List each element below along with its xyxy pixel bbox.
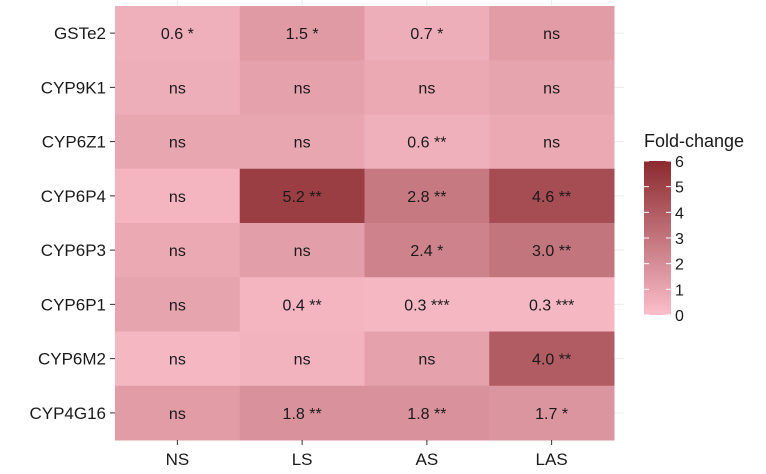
heatmap-cell xyxy=(364,277,490,332)
heatmap-cell xyxy=(115,114,241,170)
heatmap-cell xyxy=(239,331,365,387)
cell-label: ns xyxy=(169,189,186,206)
cell-label: ns xyxy=(543,80,560,97)
x-tick-label: LAS xyxy=(536,450,568,469)
heatmap-cell xyxy=(115,168,241,224)
heatmap-cell xyxy=(489,331,615,387)
heatmap-cells xyxy=(115,6,615,441)
cell-label: 1.7 * xyxy=(535,406,568,423)
heatmap-cell xyxy=(115,6,241,61)
heatmap-cell xyxy=(364,114,490,170)
heatmap-cell xyxy=(115,331,241,387)
heatmap-cell xyxy=(489,168,615,224)
cell-label: 0.6 ** xyxy=(407,135,446,152)
heatmap-cell xyxy=(489,6,615,61)
legend: Fold-change 6 5 4 3 2 1 0 xyxy=(644,131,744,325)
cell-labels: 0.6 * 1.5 * 0.7 * ns ns ns ns ns ns ns 0.6 ** ns ns 5… xyxy=(161,26,574,423)
cell-label: ns xyxy=(294,243,311,260)
cell-label: 4.6 ** xyxy=(532,189,571,206)
y-tick-label: CYP6Z1 xyxy=(42,133,106,152)
y-tick-label: CYP4G16 xyxy=(29,404,106,423)
legend-tick-label: 6 xyxy=(675,154,684,171)
heatmap-cell xyxy=(239,385,365,441)
cell-label: 1.8 ** xyxy=(407,406,446,423)
heatmap-cell xyxy=(489,277,615,332)
heatmap-cell xyxy=(115,385,241,441)
x-tick-label: NS xyxy=(166,450,190,469)
cell-label: 0.6 * xyxy=(161,26,194,43)
heatmap-cell xyxy=(115,60,241,115)
y-tick-label: CYP6P1 xyxy=(41,295,106,314)
cell-label: 0.4 ** xyxy=(283,297,322,314)
cell-label: ns xyxy=(169,135,186,152)
legend-tick-label: 2 xyxy=(675,257,684,274)
y-axis-ticks: GSTe2 CYP9K1 CYP6Z1 CYP6P4 CYP6P3 CYP6P1 CYP6M… xyxy=(29,24,115,423)
heatmap-cell xyxy=(115,277,241,332)
cell-label: 0.3 *** xyxy=(404,297,449,314)
cell-label: ns xyxy=(294,135,311,152)
cell-label: 1.8 ** xyxy=(283,406,322,423)
legend-tick-label: 0 xyxy=(675,308,684,325)
cell-label: 0.3 *** xyxy=(529,297,574,314)
heatmap-cell xyxy=(364,385,490,441)
heatmap-cell xyxy=(489,60,615,115)
heatmap-cell xyxy=(239,60,365,115)
cell-label: 2.8 ** xyxy=(407,189,446,206)
y-tick-label: CYP9K1 xyxy=(41,78,106,97)
cell-label: 3.0 ** xyxy=(532,243,571,260)
cell-label: ns xyxy=(418,352,435,369)
heatmap-cell xyxy=(239,277,365,332)
cell-label: 2.4 * xyxy=(410,243,443,260)
cell-label: 0.7 * xyxy=(410,26,443,43)
cell-label: ns xyxy=(169,80,186,97)
legend-tick-label: 3 xyxy=(675,231,684,248)
heatmap-cell xyxy=(489,385,615,441)
cell-label: ns xyxy=(543,135,560,152)
heatmap-cell xyxy=(364,331,490,387)
y-tick-label: CYP6M2 xyxy=(38,350,106,369)
cell-label: ns xyxy=(294,352,311,369)
legend-tick-label: 1 xyxy=(675,282,684,299)
cell-label: ns xyxy=(294,80,311,97)
heatmap-cell xyxy=(239,168,365,224)
legend-tick-label: 4 xyxy=(675,205,684,222)
legend-tick-label: 5 xyxy=(675,180,684,197)
cell-label: ns xyxy=(543,26,560,43)
cell-label: 5.2 ** xyxy=(283,189,322,206)
cell-label: ns xyxy=(169,297,186,314)
cell-label: 4.0 ** xyxy=(532,352,571,369)
heatmap-cell xyxy=(239,223,365,278)
heatmap-cell xyxy=(364,60,490,115)
y-tick-label: CYP6P4 xyxy=(41,187,106,206)
x-tick-label: LS xyxy=(292,450,313,469)
heatmap-cell xyxy=(364,223,490,278)
heatmap-cell xyxy=(115,223,241,278)
cell-label: ns xyxy=(169,406,186,423)
legend-title: Fold-change xyxy=(644,131,744,151)
x-tick-label: AS xyxy=(416,450,439,469)
cell-label: ns xyxy=(169,243,186,260)
heatmap-cell xyxy=(489,114,615,170)
heatmap-cell xyxy=(364,168,490,224)
heatmap-cell xyxy=(239,114,365,170)
cell-label: 1.5 * xyxy=(286,26,319,43)
y-tick-label: GSTe2 xyxy=(54,24,106,43)
cell-label: ns xyxy=(169,352,186,369)
heatmap-cell xyxy=(364,6,490,61)
x-axis-ticks: NS LS AS LAS xyxy=(166,440,568,469)
legend-ticks: 6 5 4 3 2 1 0 xyxy=(644,154,684,325)
cell-label: ns xyxy=(418,80,435,97)
y-tick-label: CYP6P3 xyxy=(41,241,106,260)
heatmap-cell xyxy=(489,223,615,278)
heatmap-cell xyxy=(239,6,365,61)
